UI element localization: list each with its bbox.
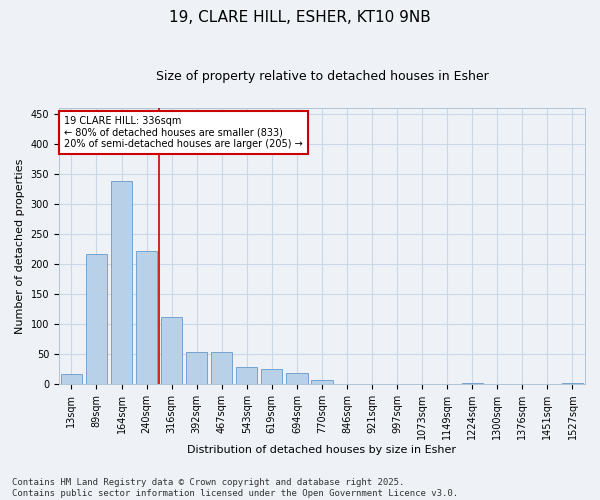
Bar <box>562 383 583 384</box>
Bar <box>161 317 182 384</box>
Bar <box>111 181 132 384</box>
Bar <box>61 374 82 384</box>
Bar <box>286 372 308 384</box>
Text: Contains HM Land Registry data © Crown copyright and database right 2025.
Contai: Contains HM Land Registry data © Crown c… <box>12 478 458 498</box>
Bar <box>261 369 283 384</box>
Text: 19 CLARE HILL: 336sqm
← 80% of detached houses are smaller (833)
20% of semi-det: 19 CLARE HILL: 336sqm ← 80% of detached … <box>64 116 303 150</box>
Bar <box>136 250 157 384</box>
Bar <box>236 368 257 384</box>
Text: 19, CLARE HILL, ESHER, KT10 9NB: 19, CLARE HILL, ESHER, KT10 9NB <box>169 10 431 25</box>
Bar <box>186 352 208 384</box>
Y-axis label: Number of detached properties: Number of detached properties <box>15 158 25 334</box>
Bar <box>311 380 332 384</box>
X-axis label: Distribution of detached houses by size in Esher: Distribution of detached houses by size … <box>187 445 457 455</box>
Title: Size of property relative to detached houses in Esher: Size of property relative to detached ho… <box>155 70 488 83</box>
Bar <box>86 254 107 384</box>
Bar <box>211 352 232 384</box>
